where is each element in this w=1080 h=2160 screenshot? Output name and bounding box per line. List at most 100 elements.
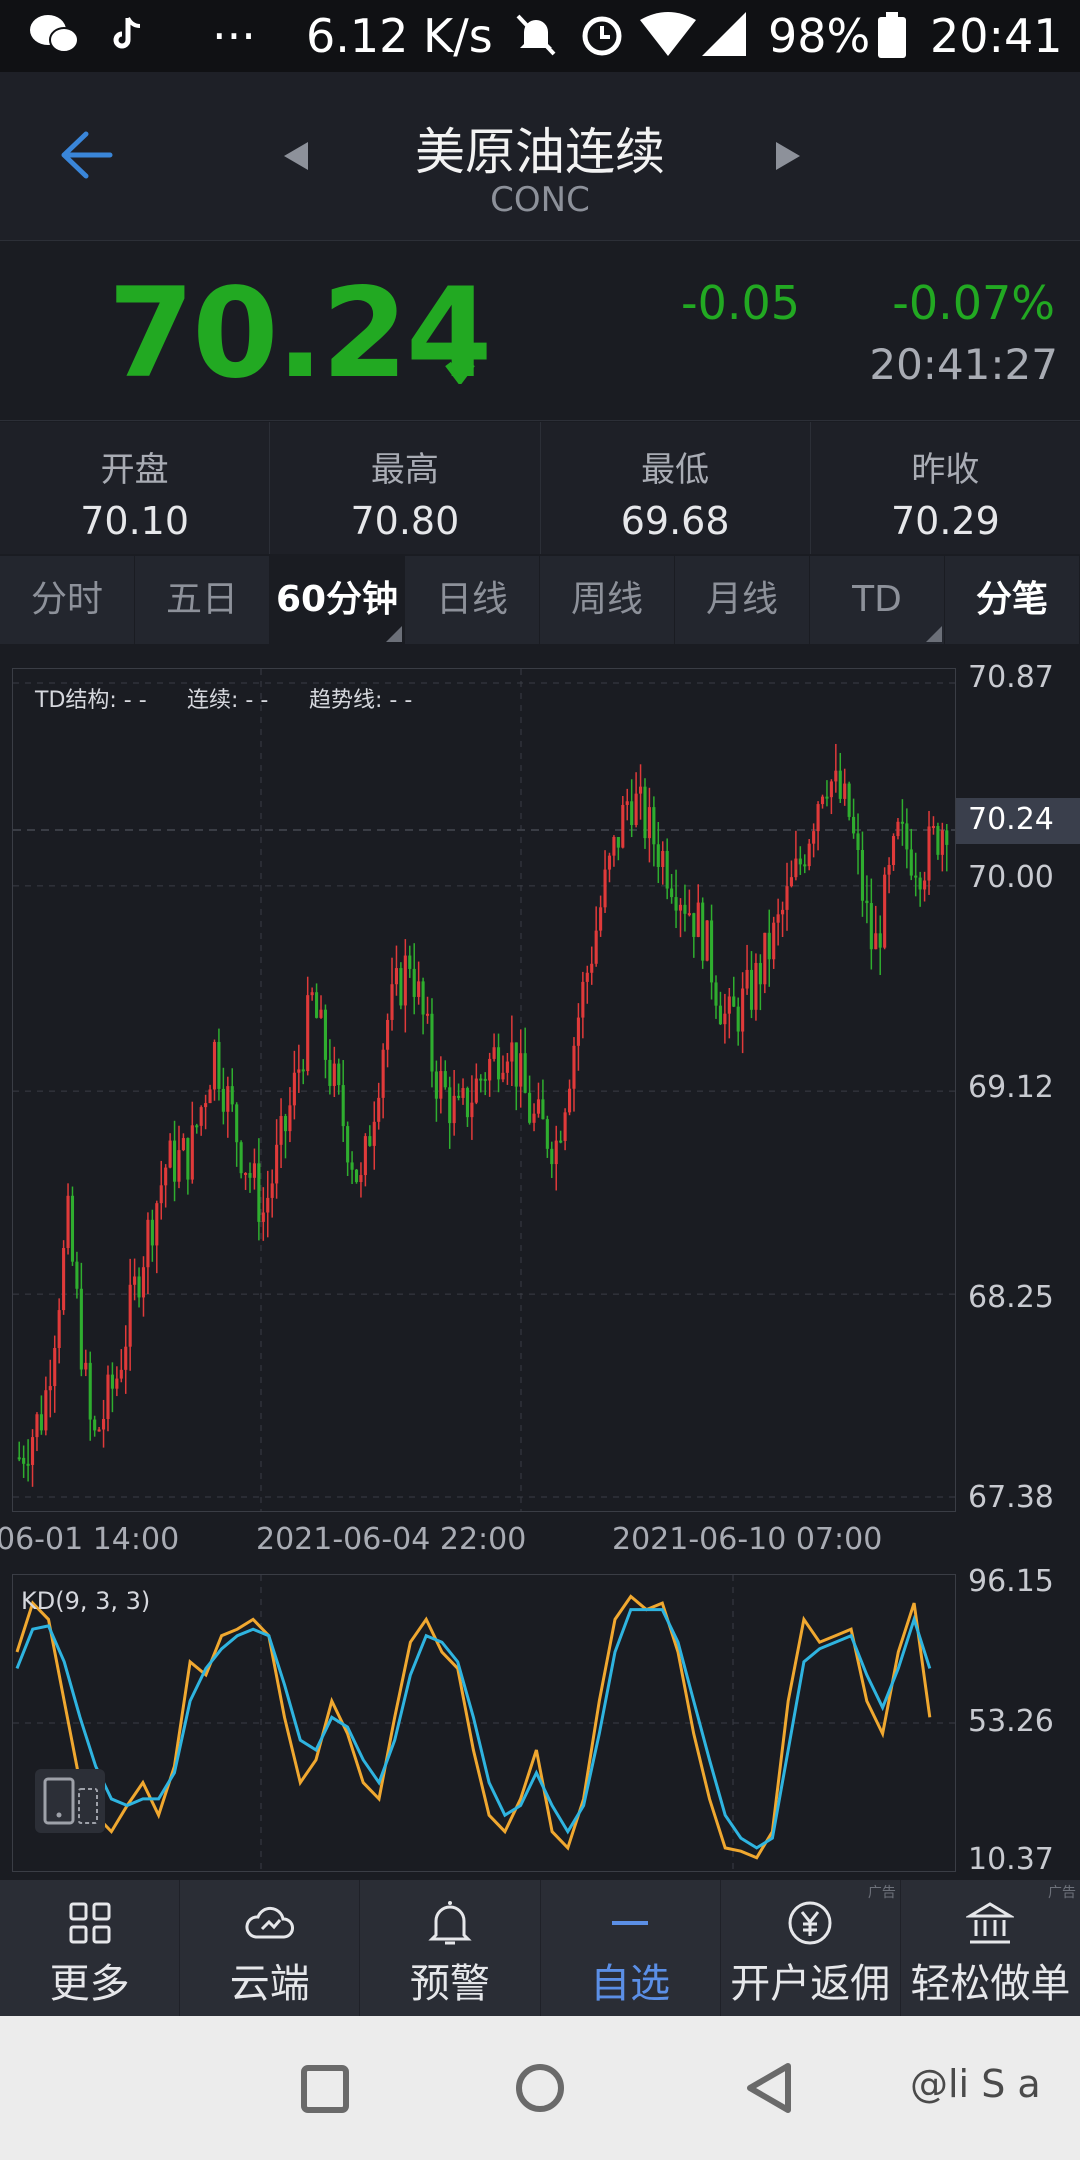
candle-body — [887, 865, 891, 875]
circle-icon[interactable] — [514, 2062, 566, 2114]
grid-icon — [69, 1902, 111, 1944]
candle-body — [221, 1088, 225, 1112]
candle-body — [616, 836, 620, 848]
candle-body — [754, 962, 758, 1010]
candle-body — [523, 1053, 527, 1093]
candle-body — [421, 981, 425, 1015]
tab-ticks[interactable]: 分笔 — [945, 556, 1080, 644]
nav-watchlist[interactable]: 自选 — [541, 1880, 721, 2016]
kd-label: KD(9, 3, 3) — [21, 1587, 150, 1615]
bank-icon — [966, 1902, 1015, 1944]
candle-body — [634, 793, 638, 826]
candle-body — [461, 1088, 465, 1098]
nav-open-account[interactable]: 广告 开户返佣 — [721, 1880, 901, 2016]
candle-body — [860, 850, 865, 901]
page-title: 美原油连续 — [415, 123, 665, 181]
candlestick-chart[interactable]: TD结构: - - 连续: - - 趋势线: - - — [12, 668, 956, 1512]
tab-intraday[interactable]: 分时 — [0, 556, 135, 644]
nav-more[interactable]: 更多 — [0, 1880, 181, 2016]
candle-body — [363, 1136, 367, 1176]
candle-body — [874, 933, 878, 950]
candle-body — [164, 1167, 168, 1186]
back-arrow-icon[interactable] — [58, 130, 114, 180]
candle-body — [869, 903, 873, 950]
alarm-icon — [582, 16, 622, 56]
candle-body — [625, 801, 629, 805]
y-tick-label: 69.12 — [968, 1070, 1054, 1105]
square-icon[interactable] — [300, 2064, 350, 2114]
candle-body — [599, 907, 603, 931]
tab-weekly[interactable]: 周线 — [540, 556, 675, 644]
candle-body — [545, 1119, 549, 1149]
nav-cloud[interactable]: 云端 — [180, 1880, 361, 2016]
candle-body — [328, 1059, 332, 1086]
candle-body — [483, 1078, 487, 1081]
candle-body — [146, 1219, 150, 1268]
watermark: @li S a — [910, 2062, 1041, 2106]
candle-body — [838, 770, 842, 799]
candle-body — [297, 1069, 301, 1073]
candle-body — [252, 1163, 256, 1178]
candle-body — [528, 1092, 532, 1123]
tab-daily[interactable]: 日线 — [405, 556, 540, 644]
candle-body — [789, 877, 794, 887]
candle-body — [781, 909, 785, 915]
candle-body — [772, 922, 776, 960]
candle-body — [448, 1087, 452, 1124]
candle-body — [341, 1085, 345, 1127]
landscape-toggle-icon[interactable] — [35, 1769, 105, 1833]
back-triangle-icon[interactable] — [744, 2062, 796, 2114]
candle-body — [692, 913, 696, 937]
candle-body — [452, 1095, 456, 1124]
stat-low: 最低 69.68 — [541, 422, 811, 554]
candle-body — [816, 804, 820, 832]
candle-body — [359, 1175, 363, 1183]
candle-body — [829, 781, 833, 798]
kd-svg: KD(9, 3, 3) — [13, 1575, 955, 1871]
stat-label: 开盘 — [100, 450, 169, 490]
candle-body — [88, 1362, 92, 1420]
candle-body — [177, 1150, 181, 1182]
candle-body — [244, 1172, 248, 1175]
stat-value: 69.68 — [620, 499, 730, 543]
candle-body — [705, 920, 709, 961]
next-instrument-icon[interactable] — [774, 140, 802, 172]
candle-body — [257, 1163, 261, 1222]
nav-label: 开户返佣 — [730, 1961, 891, 2007]
candle-body — [496, 1047, 501, 1080]
candle-body — [212, 1041, 217, 1090]
stat-label: 最低 — [641, 450, 710, 490]
candle-body — [75, 1261, 79, 1289]
candle-body — [119, 1369, 123, 1379]
candle-body — [718, 1005, 722, 1025]
prev-instrument-icon[interactable] — [282, 140, 310, 172]
chart-grid — [13, 669, 955, 1511]
current-price-tag: 70.24 — [956, 798, 1080, 844]
candle-body — [39, 1414, 43, 1431]
candle-body — [909, 849, 913, 876]
candle-body — [457, 1095, 461, 1098]
candle-body — [26, 1463, 30, 1466]
candle-body — [44, 1390, 48, 1431]
candle-body — [199, 1107, 203, 1126]
kd-indicator-chart[interactable]: KD(9, 3, 3) — [12, 1574, 956, 1872]
tab-td[interactable]: TD — [810, 556, 945, 644]
tab-60min[interactable]: 60分钟 — [270, 556, 405, 644]
candle-body — [248, 1172, 252, 1178]
candle-body — [834, 770, 838, 782]
candle-body — [665, 850, 669, 889]
tab-five-day[interactable]: 五日 — [135, 556, 270, 644]
indicator-td: TD结构: - - — [34, 688, 147, 713]
candle-body — [825, 796, 829, 799]
nav-easy-trade[interactable]: 广告 轻松做单 — [901, 1880, 1080, 2016]
candle-body — [30, 1437, 35, 1465]
candle-body — [115, 1378, 119, 1389]
candle-body — [70, 1195, 75, 1262]
candle-body — [683, 904, 687, 914]
candle-body — [621, 804, 625, 848]
nav-alert[interactable]: 预警 — [360, 1880, 541, 2016]
tab-monthly[interactable]: 月线 — [675, 556, 810, 644]
candle-body — [519, 1053, 523, 1087]
candle-body — [847, 783, 851, 817]
candle-body — [581, 981, 585, 1018]
